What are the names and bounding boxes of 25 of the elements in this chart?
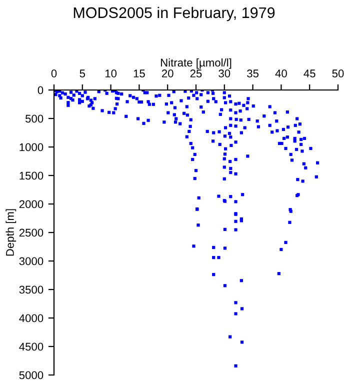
x-tick-label: 40	[275, 70, 287, 78]
y-tick-label: 1500	[20, 172, 44, 180]
y-tick-label: 4000	[19, 314, 44, 322]
y-axis-title: Depth [m]	[6, 209, 16, 256]
x-tick-label: 45	[304, 70, 316, 78]
y-tick-label: 2500	[19, 228, 44, 237]
x-tick-label: 5	[80, 70, 86, 78]
x-tick-label: 20	[162, 70, 174, 78]
x-tick-label: 10	[105, 70, 117, 78]
y-tick-label: 4500	[19, 342, 44, 351]
x-tick-label: 25	[190, 70, 202, 78]
y-tick-label: 5000	[19, 371, 44, 380]
x-tick-label: 35	[247, 70, 259, 78]
y-tick-label: 0	[38, 86, 44, 94]
chart-title: MODS2005 in February, 1979	[74, 6, 275, 22]
x-tick-label: 30	[218, 70, 230, 78]
x-tick-label: 50	[332, 70, 344, 78]
x-tick-label: 15	[134, 70, 145, 78]
y-tick-label: 3500	[19, 286, 44, 294]
y-tick-label: 3000	[19, 257, 44, 266]
y-tick-label: 1000	[20, 143, 44, 152]
y-tick-label: 2000	[19, 200, 44, 208]
x-tick-label: 0	[51, 70, 57, 78]
y-tick-label: 500	[25, 114, 44, 123]
x-axis-title: Nitrate [µmol/l]	[160, 58, 232, 69]
